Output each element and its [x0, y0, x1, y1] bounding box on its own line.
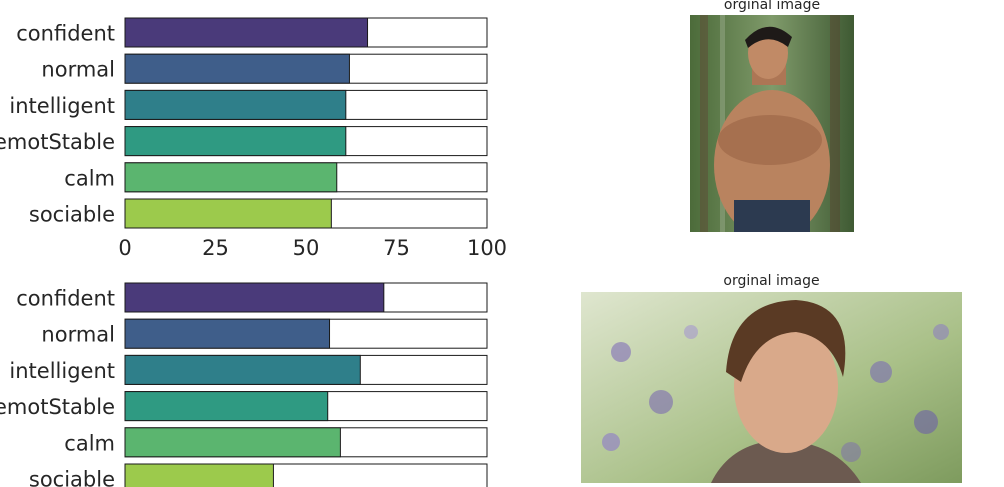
bar-confident [124, 282, 385, 313]
category-label: calm [64, 166, 115, 190]
x-tick-label: 25 [202, 236, 229, 260]
category-label: sociable [29, 468, 115, 487]
category-label: emotStable [0, 395, 115, 419]
original-photo-1 [690, 15, 854, 232]
x-tick-label: 0 [118, 236, 131, 260]
category-label: calm [64, 431, 115, 455]
bar-intelligent [124, 354, 361, 385]
category-label: intelligent [9, 94, 115, 118]
x-tick-label: 75 [383, 236, 410, 260]
category-label: emotStable [0, 130, 115, 154]
category-label: confident [16, 22, 115, 46]
category-label: intelligent [9, 359, 115, 383]
bar-normal [124, 53, 350, 84]
bar-sociable [124, 198, 332, 229]
bar-normal [124, 318, 331, 349]
bar-confident [124, 17, 369, 48]
bar-calm [124, 427, 341, 458]
category-label: normal [41, 323, 115, 347]
original-photo-2 [581, 292, 962, 483]
bar-emotStable [124, 126, 347, 157]
category-label: sociable [29, 203, 115, 227]
bar-calm [124, 162, 338, 193]
bar-sociable [124, 463, 274, 487]
x-tick-label: 50 [293, 236, 320, 260]
category-label: confident [16, 287, 115, 311]
x-tick-label: 100 [467, 236, 507, 260]
bar-intelligent [124, 89, 347, 120]
bar-emotStable [124, 391, 329, 422]
category-label: normal [41, 58, 115, 82]
image-title-1: orginal image [723, 0, 821, 13]
image-title-2: orginal image [723, 273, 820, 289]
